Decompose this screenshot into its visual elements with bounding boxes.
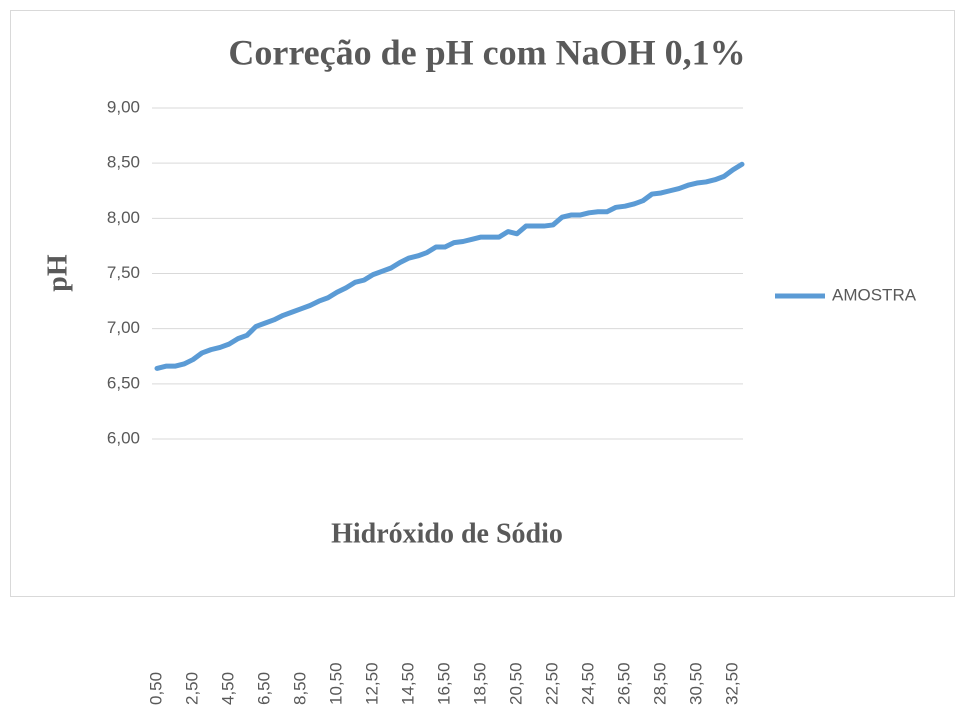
x-tick-label: 22,50 [542,662,561,705]
y-axis-title: pH [42,254,73,292]
chart-title: Correção de pH com NaOH 0,1% [228,32,745,72]
x-tick-label: 24,50 [578,662,597,705]
y-tick-label: 7,50 [107,263,140,282]
x-axis-title: Hidróxido de Sódio [331,518,563,549]
x-tick-label: 0,50 [146,672,165,705]
legend-label: AMOSTRA [832,285,917,304]
y-tick-label: 6,00 [107,428,140,447]
data-line [154,161,745,371]
x-tick-label: 30,50 [686,662,705,705]
chart-border [10,10,955,597]
x-tick-label: 6,50 [254,672,273,705]
x-tick-label: 10,50 [326,662,345,705]
x-tick-label: 4,50 [218,672,237,705]
y-tick-label: 6,50 [107,373,140,392]
x-tick-label: 8,50 [290,672,309,705]
x-tick-label: 14,50 [398,662,417,705]
x-tick-label: 32,50 [722,662,741,705]
y-tick-label: 7,00 [107,318,140,337]
x-tick-label: 16,50 [434,662,453,705]
x-tick-label: 18,50 [470,662,489,705]
x-tick-label: 28,50 [650,662,669,705]
x-tick-label: 12,50 [362,662,381,705]
y-tick-label: 8,50 [107,153,140,172]
x-tick-label: 2,50 [182,672,201,705]
x-tick-label: 20,50 [506,662,525,705]
x-tick-label: 26,50 [614,662,633,705]
y-tick-label: 8,00 [107,208,140,227]
y-tick-label: 9,00 [107,97,140,116]
